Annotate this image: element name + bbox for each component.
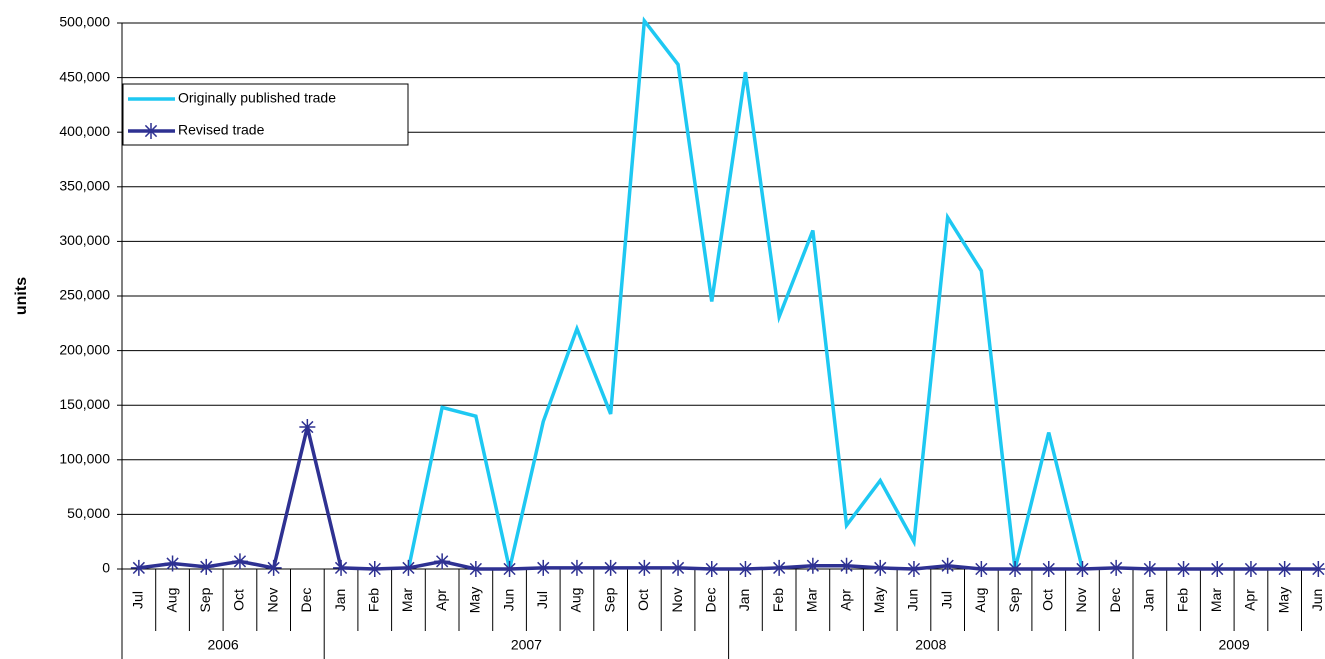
marker	[366, 561, 383, 577]
x-tick-label: Nov	[669, 588, 685, 613]
y-tick-label: 350,000	[59, 178, 110, 194]
x-tick-label: Sep	[601, 587, 617, 612]
x-tick-label: Sep	[1006, 587, 1022, 612]
y-tick-label: 400,000	[59, 123, 110, 139]
legend-box	[122, 83, 409, 146]
marker	[1175, 561, 1192, 577]
x-tick-label: Feb	[770, 588, 786, 612]
marker	[333, 559, 350, 576]
x-tick-label: Apr	[433, 589, 449, 611]
y-tick-label: 500,000	[59, 14, 110, 30]
marker	[1209, 561, 1226, 577]
x-tick-label: May	[467, 587, 483, 613]
x-tick-label: Oct	[231, 589, 247, 611]
x-tick-label: Aug	[163, 588, 179, 613]
x-tick-label: Aug	[568, 588, 584, 613]
x-tick-label: Nov	[264, 588, 280, 613]
x-tick-label: Aug	[972, 588, 988, 613]
x-tick-label: Sep	[197, 587, 213, 612]
y-tick-label: 200,000	[59, 341, 110, 357]
marker	[1310, 561, 1325, 577]
marker	[905, 561, 922, 577]
x-group-label: 2006	[208, 637, 239, 653]
marker	[535, 559, 552, 576]
marker	[265, 559, 282, 576]
y-tick-label: 0	[102, 560, 110, 576]
series-line	[138, 426, 1319, 571]
x-group-label: 2009	[1219, 637, 1250, 653]
marker	[1141, 561, 1158, 577]
series-line	[406, 16, 1085, 570]
x-tick-label: Apr	[837, 589, 853, 611]
x-tick-label: Dec	[702, 588, 718, 613]
x-tick-label: Jan	[736, 589, 752, 612]
y-tick-label: 50,000	[67, 505, 110, 521]
marker	[737, 561, 754, 577]
marker	[467, 561, 484, 577]
x-tick-label: May	[1275, 587, 1291, 613]
x-tick-label: Jul	[938, 591, 954, 609]
marker	[636, 559, 653, 576]
marker	[703, 561, 720, 577]
x-tick-label: Jun	[905, 589, 921, 612]
x-group-label: 2007	[511, 637, 542, 653]
x-tick-label: Mar	[1208, 588, 1224, 612]
marker	[568, 559, 585, 576]
marker	[1276, 561, 1293, 577]
x-tick-label: Jun	[500, 589, 516, 612]
x-tick-label: May	[871, 587, 887, 613]
markers	[130, 419, 1325, 577]
y-tick-label: 450,000	[59, 68, 110, 84]
x-tick-label: Oct	[635, 589, 651, 611]
x-tick-label: Dec	[1107, 588, 1123, 613]
marker	[602, 559, 619, 576]
marker	[434, 553, 451, 570]
marker	[143, 123, 159, 139]
x-tick-label: Oct	[1039, 589, 1055, 611]
legend-label: Originally published trade	[178, 90, 336, 106]
x-tick-label: Apr	[1242, 589, 1258, 611]
marker	[771, 559, 788, 576]
x-tick-label: Mar	[399, 588, 415, 612]
marker	[1074, 561, 1091, 577]
x-tick-label: Mar	[804, 588, 820, 612]
x-tick-label: Jun	[1309, 589, 1325, 612]
marker	[164, 555, 181, 572]
marker	[130, 559, 147, 576]
y-tick-label: 150,000	[59, 396, 110, 412]
marker	[1108, 559, 1125, 576]
y-tick-label: 250,000	[59, 287, 110, 303]
marker	[939, 557, 956, 574]
marker	[299, 419, 316, 436]
marker	[1007, 561, 1024, 577]
x-tick-label: Jan	[1141, 589, 1157, 612]
x-tick-label: Dec	[298, 588, 314, 613]
legend-label: Revised trade	[178, 122, 265, 138]
y-tick-label: 100,000	[59, 451, 110, 467]
marker	[872, 559, 889, 576]
x-tick-label: Jul	[130, 591, 146, 609]
x-group-label: 2008	[915, 637, 946, 653]
y-axis-label: units	[13, 277, 30, 315]
marker	[804, 557, 821, 574]
x-tick-label: Nov	[1073, 588, 1089, 613]
x-tick-label: Jul	[534, 591, 550, 609]
marker	[1242, 561, 1259, 577]
marker	[501, 561, 518, 577]
marker	[1040, 561, 1057, 577]
marker	[231, 553, 248, 570]
x-tick-label: Feb	[1174, 588, 1190, 612]
x-tick-label: Feb	[365, 588, 381, 612]
y-tick-label: 300,000	[59, 232, 110, 248]
marker	[973, 561, 990, 577]
x-tick-label: Jan	[332, 589, 348, 612]
marker	[400, 559, 417, 576]
marker	[198, 558, 215, 575]
marker	[838, 557, 855, 574]
marker	[670, 559, 687, 576]
